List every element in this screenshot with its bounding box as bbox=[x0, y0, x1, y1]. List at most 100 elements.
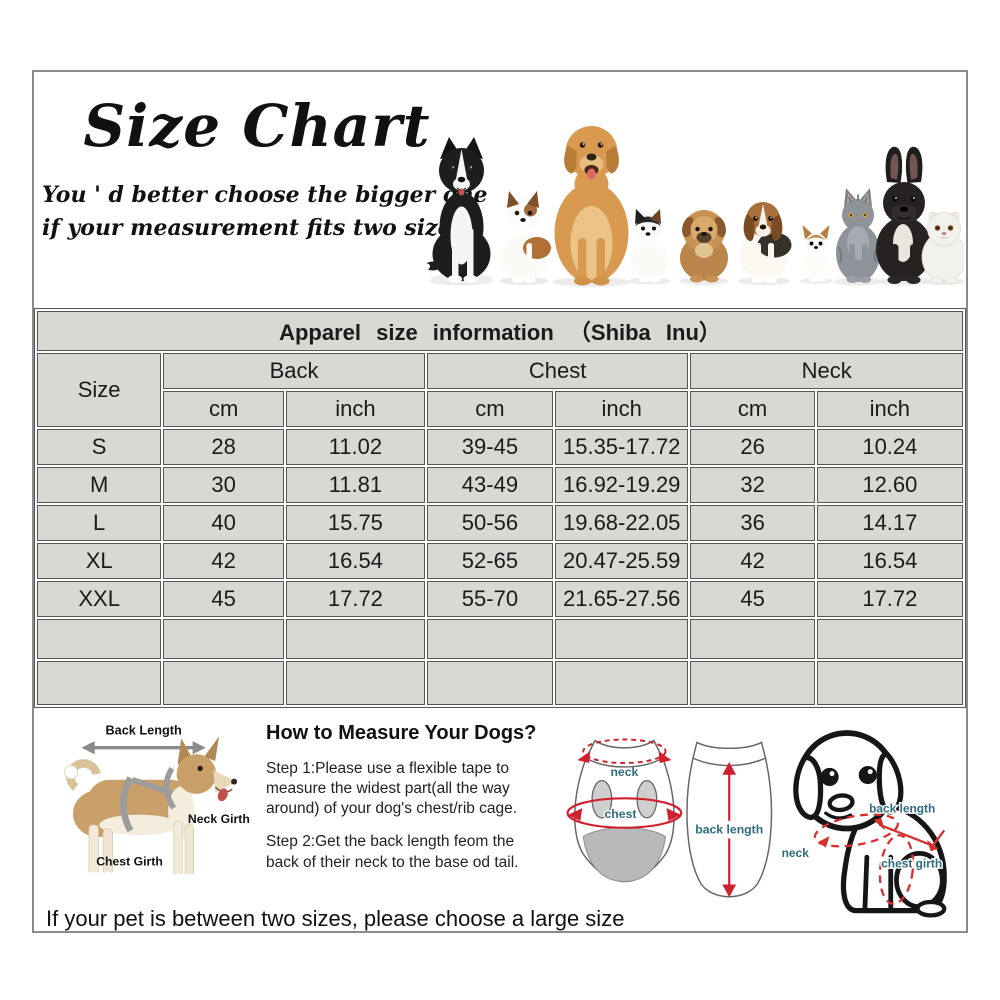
col-header-size: Size bbox=[37, 353, 162, 427]
cell-chest-inch: 16.92-19.29 bbox=[554, 467, 689, 503]
cell-chest-cm: 55-70 bbox=[426, 581, 553, 617]
title-block: Size Chart You ' d better choose the big… bbox=[42, 92, 488, 248]
cell-back-inch: 17.72 bbox=[285, 581, 425, 617]
pets-group-photo bbox=[424, 126, 964, 287]
cell-neck-inch: 17.72 bbox=[816, 581, 963, 617]
table-unit-row: cm inch cm inch cm inch bbox=[37, 391, 963, 427]
pet-french-bulldog bbox=[876, 146, 932, 284]
pet-golden-retriever bbox=[554, 126, 629, 286]
puppy-back-length-label: back length bbox=[869, 801, 935, 815]
table-row-s: S 28 11.02 39-45 15.35-17.72 26 10.24 bbox=[37, 429, 963, 465]
table-group-header-row: Size Back Chest Neck bbox=[37, 353, 963, 427]
header-section: Size Chart You ' d better choose the big… bbox=[34, 72, 966, 308]
side-dog-diagram: Back Length bbox=[40, 718, 252, 904]
cell-back-cm: 42 bbox=[163, 543, 284, 579]
cell-neck-inch: 14.17 bbox=[816, 505, 963, 541]
empty-cell bbox=[163, 619, 284, 659]
cell-size: XXL bbox=[37, 581, 162, 617]
cell-neck-cm: 32 bbox=[690, 467, 815, 503]
side-dog-illustration: Back Length bbox=[64, 723, 250, 882]
col-group-neck: Neck bbox=[690, 353, 963, 389]
back-length-label: Back Length bbox=[105, 723, 181, 738]
cell-size: XL bbox=[37, 543, 162, 579]
pet-beagle-puppy bbox=[740, 202, 792, 283]
measure-heading: How to Measure Your Dogs? bbox=[266, 722, 537, 744]
puppy-illustration: back length neck chest girth bbox=[780, 730, 947, 918]
subtitle-line-1: You ' d better choose the bigger one bbox=[42, 182, 488, 208]
cell-neck-inch: 16.54 bbox=[816, 543, 963, 579]
table-row-xxl: XXL 45 17.72 55-70 21.65-27.56 45 17.72 bbox=[37, 581, 963, 617]
unit-back-cm: cm bbox=[163, 391, 284, 427]
empty-cell bbox=[426, 619, 553, 659]
cell-neck-inch: 12.60 bbox=[816, 467, 963, 503]
chest-girth-label: Chest Girth bbox=[96, 854, 163, 868]
cell-chest-inch: 21.65-27.56 bbox=[554, 581, 689, 617]
cell-chest-cm: 50-56 bbox=[426, 505, 553, 541]
table-caption: Apparel size information （Shiba Inu） bbox=[37, 311, 963, 351]
table-empty-row bbox=[37, 661, 963, 705]
pet-jack-russell-terrier bbox=[501, 191, 551, 283]
page-title: Size Chart bbox=[83, 92, 431, 160]
cell-back-cm: 40 bbox=[163, 505, 284, 541]
cell-back-cm: 30 bbox=[163, 467, 284, 503]
pet-white-persian-cat bbox=[921, 211, 964, 285]
neck-strap bbox=[163, 766, 177, 810]
cell-chest-cm: 52-65 bbox=[426, 543, 553, 579]
pet-chihuahua bbox=[802, 225, 830, 282]
garment-diagrams: neck chest back length bbox=[548, 718, 788, 904]
cell-neck-cm: 36 bbox=[690, 505, 815, 541]
puppy-measure-lines bbox=[813, 813, 946, 905]
measure-step-2: Step 2:Get the back length feom the back… bbox=[266, 833, 519, 871]
pet-pekingese bbox=[680, 210, 728, 283]
measure-step-1: Step 1:Please use a flexible tape to mea… bbox=[266, 760, 518, 818]
cell-size: M bbox=[37, 467, 162, 503]
col-group-chest: Chest bbox=[426, 353, 689, 389]
col-group-back: Back bbox=[163, 353, 425, 389]
cell-neck-cm: 42 bbox=[690, 543, 815, 579]
cell-back-inch: 11.81 bbox=[285, 467, 425, 503]
cell-size: S bbox=[37, 429, 162, 465]
pet-border-collie bbox=[424, 137, 493, 284]
empty-cell bbox=[426, 661, 553, 705]
size-chart-infographic: Size Chart You ' d better choose the big… bbox=[32, 70, 968, 933]
table-row-l: L 40 15.75 50-56 19.68-22.05 36 14.17 bbox=[37, 505, 963, 541]
garment-back-length-label: back length bbox=[695, 823, 763, 837]
empty-cell bbox=[554, 619, 689, 659]
pet-jack-russell-puppy bbox=[630, 209, 668, 283]
measure-instructions: How to Measure Your Dogs? Step 1:Please … bbox=[252, 718, 548, 904]
garment-neck-label: neck bbox=[610, 765, 638, 779]
garment-front-view: neck chest bbox=[566, 738, 683, 883]
cell-chest-inch: 19.68-22.05 bbox=[554, 505, 689, 541]
subtitle-line-2: if your measurement fits two sizes . bbox=[42, 215, 480, 241]
unit-chest-inch: inch bbox=[554, 391, 689, 427]
table-row-m: M 30 11.81 43-49 16.92-19.29 32 12.60 bbox=[37, 467, 963, 503]
empty-cell bbox=[816, 661, 963, 705]
cell-back-inch: 15.75 bbox=[285, 505, 425, 541]
empty-cell bbox=[690, 661, 815, 705]
cell-chest-inch: 15.35-17.72 bbox=[554, 429, 689, 465]
chest-strap bbox=[120, 776, 134, 833]
puppy-chest-girth-label: chest girth bbox=[881, 857, 942, 871]
cell-back-inch: 16.54 bbox=[285, 543, 425, 579]
cell-back-cm: 45 bbox=[163, 581, 284, 617]
cell-neck-cm: 26 bbox=[690, 429, 815, 465]
cell-back-cm: 28 bbox=[163, 429, 284, 465]
unit-neck-inch: inch bbox=[816, 391, 963, 427]
footer-note: If your pet is between two sizes, please… bbox=[46, 906, 625, 931]
empty-cell bbox=[37, 619, 162, 659]
unit-neck-cm: cm bbox=[690, 391, 815, 427]
measure-guide-section: Back Length bbox=[34, 708, 966, 918]
table-empty-row bbox=[37, 619, 963, 659]
cell-chest-cm: 39-45 bbox=[426, 429, 553, 465]
garment-back-view: back length bbox=[686, 741, 773, 898]
empty-cell bbox=[285, 619, 425, 659]
size-table: Apparel size information （Shiba Inu） Siz… bbox=[34, 308, 966, 708]
empty-cell bbox=[163, 661, 284, 705]
cell-size: L bbox=[37, 505, 162, 541]
puppy-neck-label: neck bbox=[782, 846, 810, 860]
arrow-right bbox=[192, 741, 206, 755]
table-caption-row: Apparel size information （Shiba Inu） bbox=[37, 311, 963, 351]
cell-neck-cm: 45 bbox=[690, 581, 815, 617]
empty-cell bbox=[816, 619, 963, 659]
neck-girth-label: Neck Girth bbox=[188, 812, 250, 826]
